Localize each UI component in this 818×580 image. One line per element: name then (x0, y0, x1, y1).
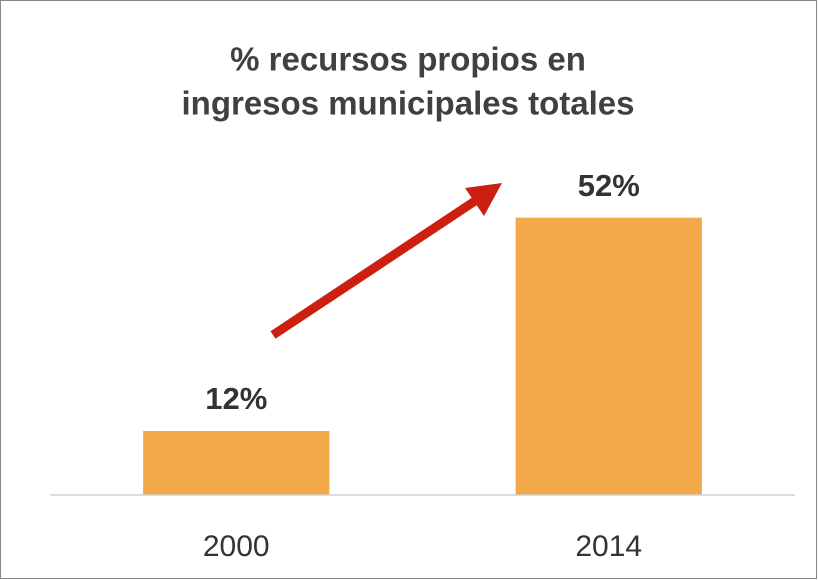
chart-title: ingresos municipales totales (182, 85, 635, 122)
value-label: 52% (578, 168, 640, 203)
x-tick-label: 2000 (203, 530, 270, 563)
trend-arrow (270, 183, 502, 339)
value-label: 12% (205, 381, 267, 416)
x-tick-label: 2014 (575, 530, 642, 563)
bar (515, 217, 702, 495)
chart-title: % recursos propios en (230, 41, 586, 78)
bar (143, 431, 330, 495)
